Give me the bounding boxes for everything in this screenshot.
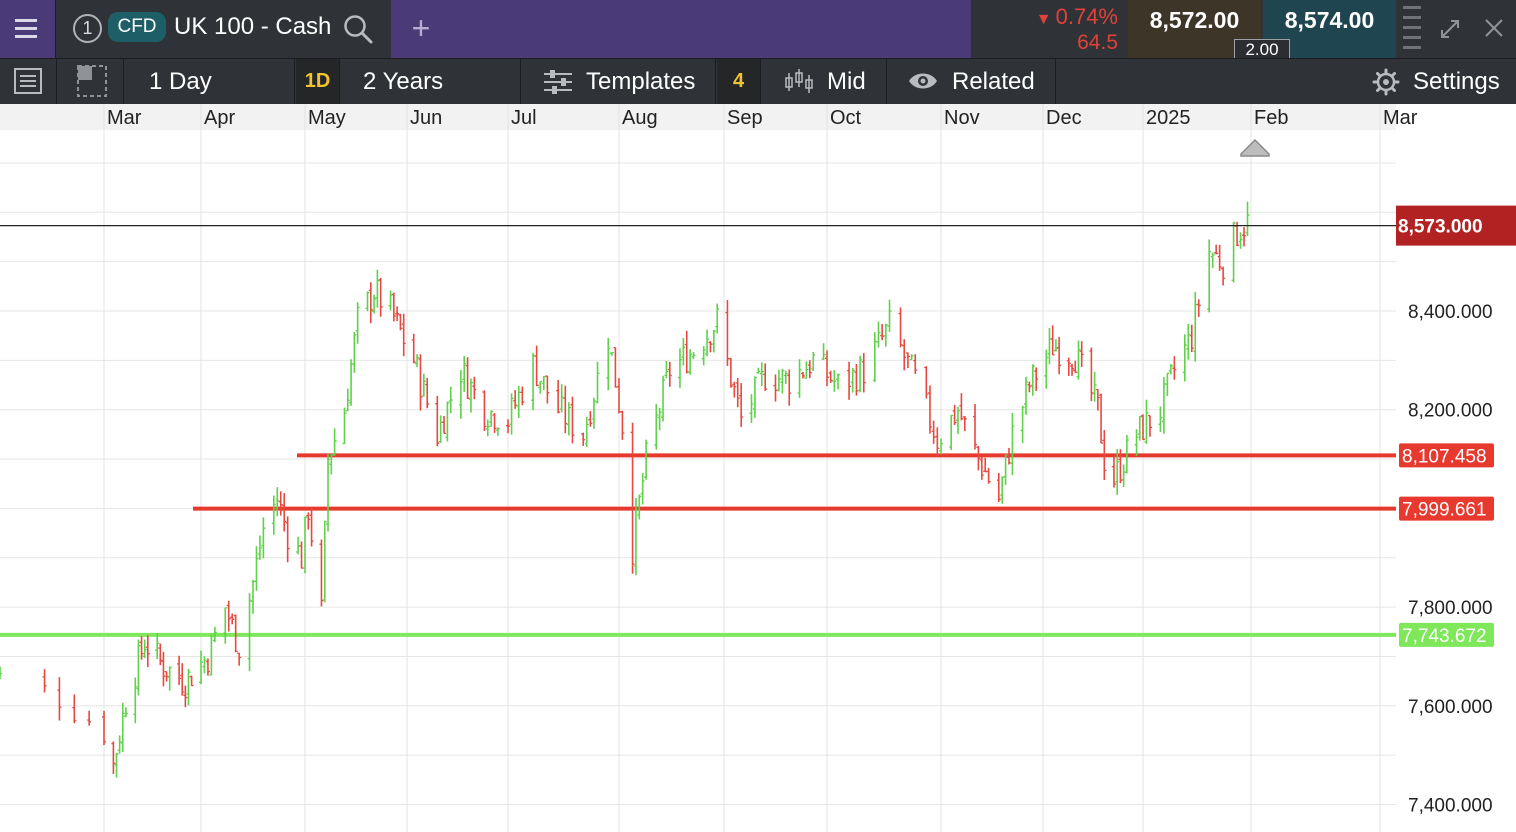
settings-label: Settings [1413,68,1500,95]
price-change: ▼ 0.74% 64.5 [972,0,1126,58]
price-axis-label: 8,200.000 [1408,401,1493,422]
layout-button[interactable] [58,59,124,104]
menu-button[interactable] [0,0,56,58]
level-price-label: 8,107.458 [1402,446,1487,467]
hamburger-icon-bar [15,27,37,30]
interval-selector[interactable]: 1 Day [125,59,295,104]
tab-number-badge: 1 [73,14,102,43]
change-percent-value: 0.74% [1055,4,1118,29]
related-button[interactable]: Related [888,59,1056,104]
price-axis-label: 7,400.000 [1408,796,1493,817]
time-axis-label: Aug [622,107,658,129]
level-price-tag [1399,622,1494,647]
price-chart[interactable]: Mar Apr May Jun Jul Aug Sep Oct Nov Dec 2025 Feb Mar… [0,104,1516,832]
price-type-button[interactable]: Mid [762,59,887,104]
current-price-label: 8,573.000 [1398,217,1483,238]
related-label: Related [952,68,1035,95]
instrument-name: UK 100 - Cash [174,13,332,40]
price-type-label: Mid [827,68,866,95]
instrument-tab[interactable]: 1 CFD UK 100 - Cash [57,0,390,58]
gear-icon [1372,68,1400,96]
time-axis-label: Apr [204,107,235,129]
event-marker-outline [1240,138,1270,157]
down-arrow-icon: ▼ [1035,11,1052,28]
drag-handle[interactable] [1400,0,1426,58]
price-axis-label: 7,800.000 [1408,598,1493,619]
level-price-tag [1399,443,1494,468]
level-price-label: 7,999.661 [1402,500,1487,521]
price-axis-label: 8,400.000 [1408,302,1493,323]
change-percent: ▼ 0.74% [972,4,1118,30]
level-price-label: 7,743.672 [1402,626,1487,647]
time-axis-label: May [308,107,346,129]
product-type-badge: CFD [108,12,166,42]
expand-icon[interactable] [1438,17,1462,41]
grip-icon-bar [1403,46,1421,49]
chart-background [0,104,1516,832]
time-axis-label: Nov [944,107,980,129]
templates-button[interactable]: Templates [522,59,716,104]
time-axis-label: Jun [410,107,442,129]
chart-toolbar: 1 Day 1D 2 Years Templates 4 [0,58,1516,104]
time-axis-label: Oct [830,107,862,129]
hamburger-icon [15,19,37,22]
candlestick-icon [785,69,813,93]
settings-button[interactable]: Settings [1360,59,1516,104]
templates-count-badge[interactable]: 4 [717,59,761,104]
change-points: 64.5 [1077,31,1118,54]
range-selector[interactable]: 2 Years [341,59,521,104]
price-axis-label: 7,600.000 [1408,697,1493,718]
time-axis-label: Jul [511,107,537,129]
tab-strip [391,0,971,58]
time-axis-strip [0,104,1396,130]
time-axis-label: Mar [1383,107,1418,129]
sliders-icon [544,70,572,94]
search-icon[interactable] [341,12,375,46]
time-axis-label: Feb [1254,107,1288,129]
add-tab-button[interactable]: + [411,10,431,46]
grip-icon-bar [1403,26,1421,29]
buy-price-button[interactable]: 8,574.00 [1263,0,1396,58]
grip-icon-bar [1403,16,1421,19]
time-axis-label: Sep [727,107,763,129]
templates-label: Templates [586,68,696,95]
time-axis-label: Dec [1046,107,1082,129]
close-icon[interactable] [1482,16,1506,40]
grip-icon-bar [1403,36,1421,39]
list-icon [14,68,42,94]
hamburger-icon-bar [15,35,37,38]
level-price-tag [1399,496,1494,521]
time-axis-label: 2025 [1146,107,1191,129]
interval-badge[interactable]: 1D [296,59,340,104]
time-axis-label: Mar [107,107,142,129]
instrument-header: 1 CFD UK 100 - Cash + ▼ 0.74% 64.5 8,572.… [0,0,1516,60]
current-price-tag [1396,205,1516,246]
eye-icon [909,73,937,89]
layout-icon [77,65,107,97]
spread-badge: 2.00 [1234,39,1290,60]
grip-icon [1403,6,1421,9]
watchlist-button[interactable] [0,59,57,104]
